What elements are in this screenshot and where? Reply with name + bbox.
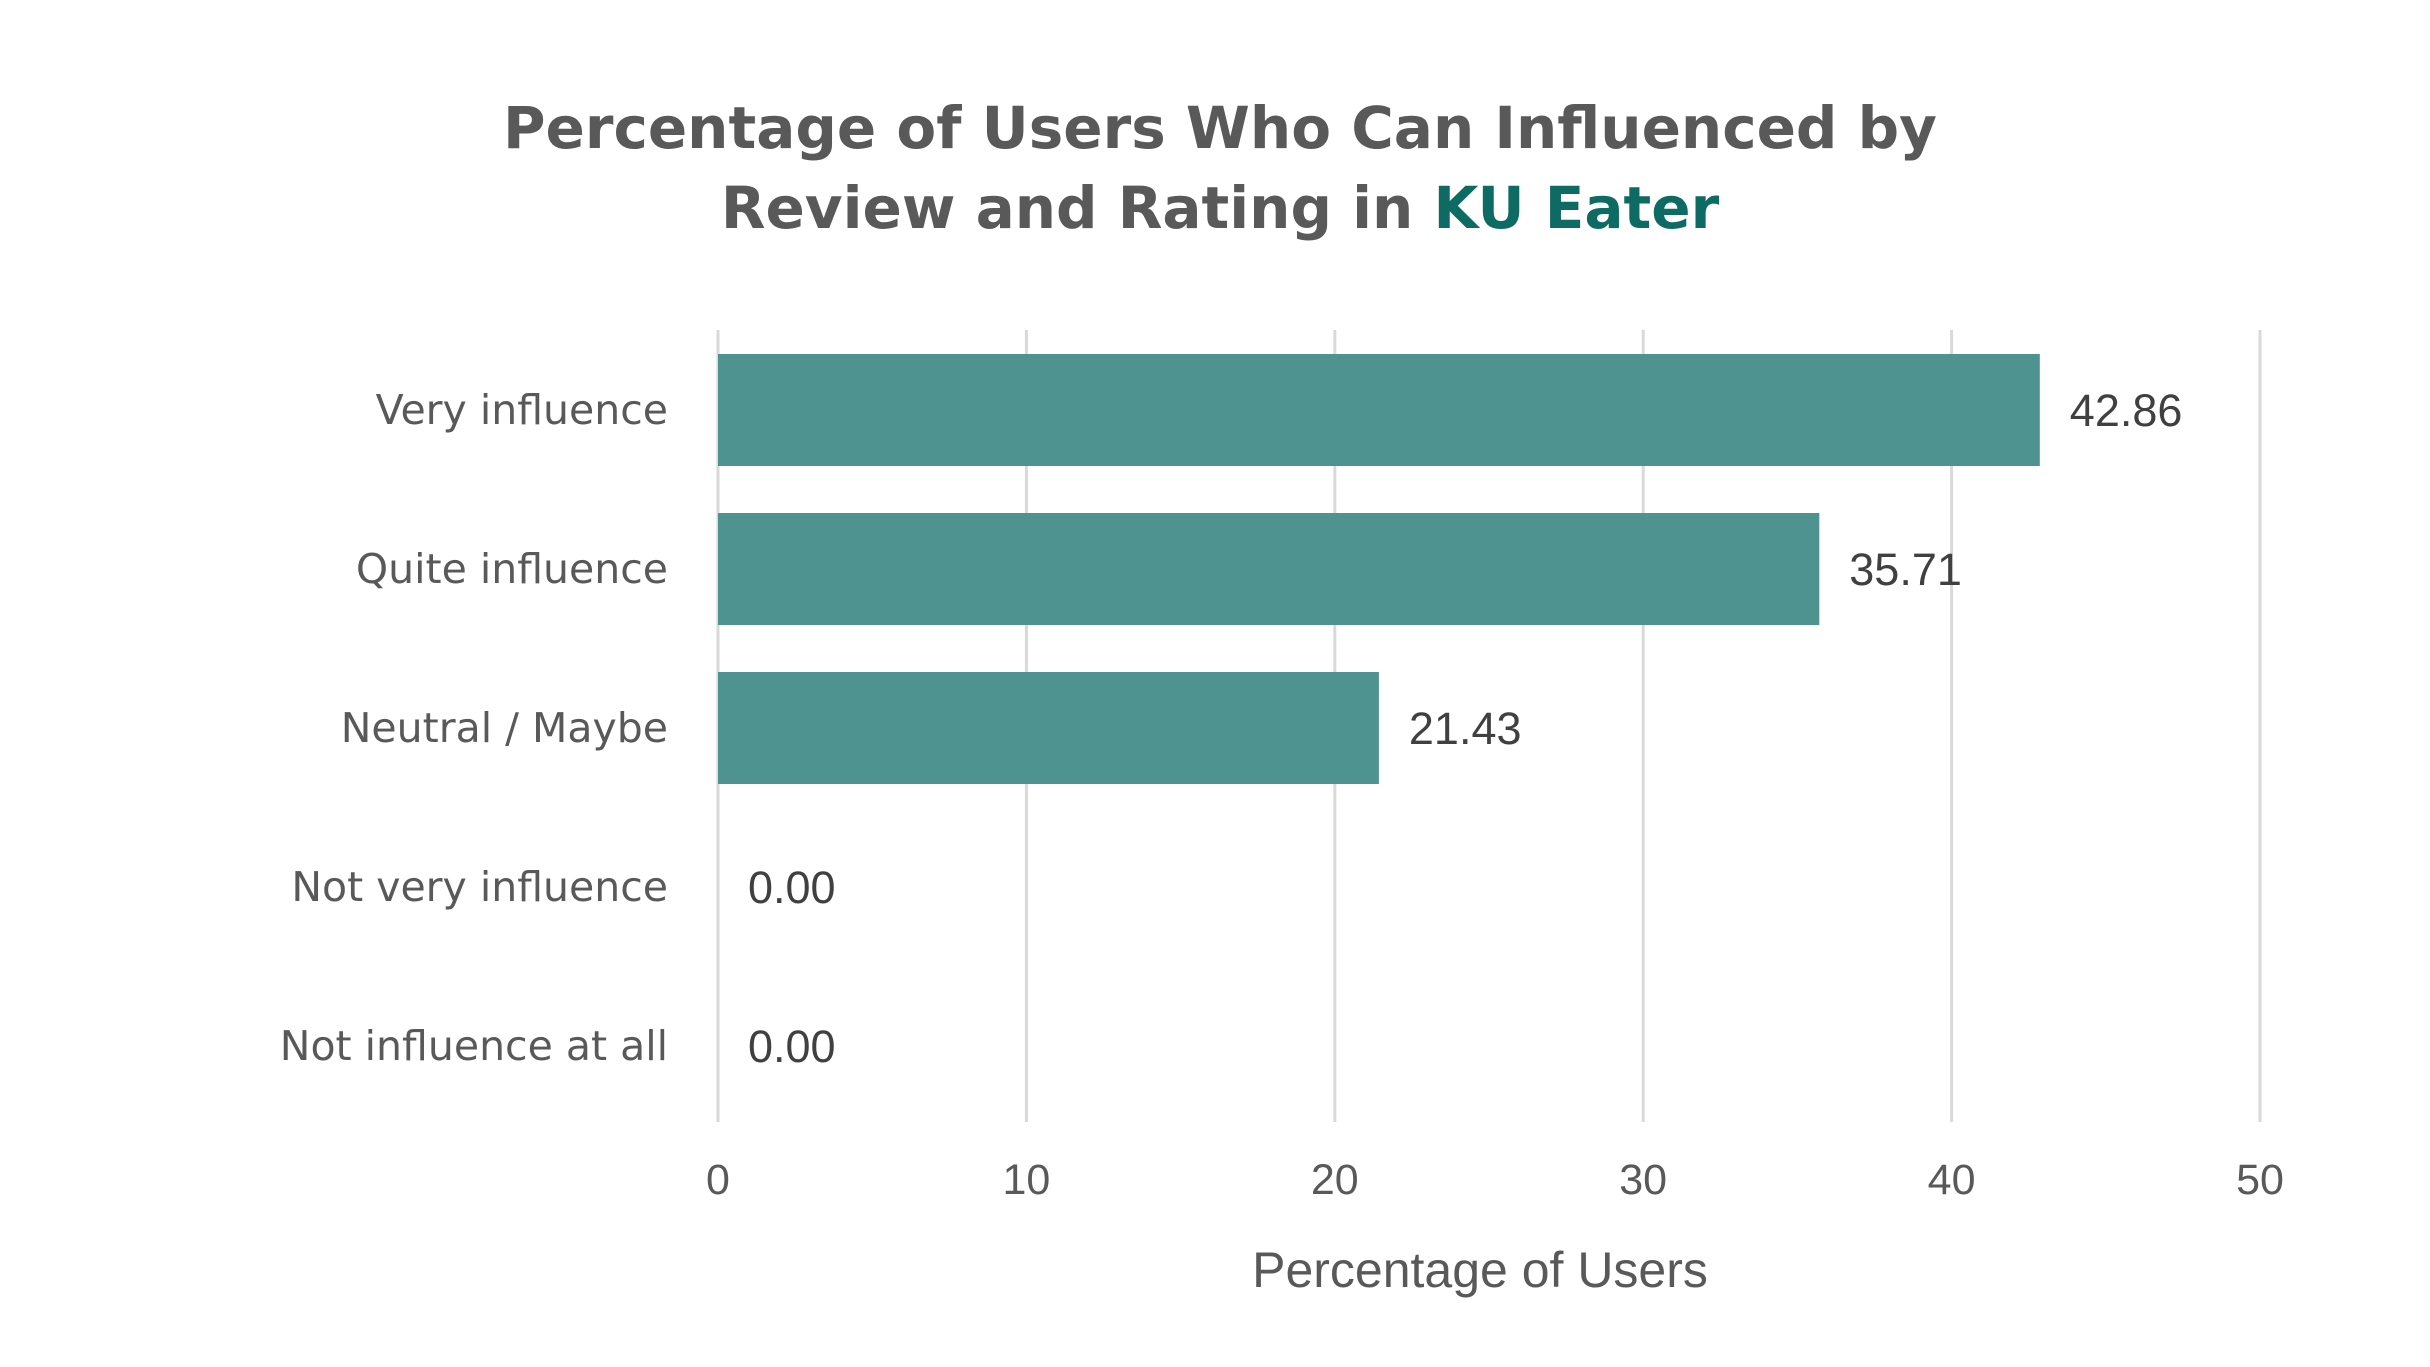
data-label: 0.00 (748, 862, 836, 913)
chart-title: Percentage of Users Who Can Influenced b… (503, 94, 1937, 242)
chart-title-line-1: Review and Rating in KU Eater (721, 174, 1720, 242)
category-labels: Very influence Quite influence Neutral / M… (280, 386, 668, 1070)
bar-1 (718, 513, 1820, 625)
x-tick-label: 30 (1619, 1156, 1667, 1204)
chart-title-text: Review and Rating in (721, 174, 1434, 242)
x-tick-labels: 0 10 20 30 40 50 (706, 1156, 2284, 1204)
data-label: 0.00 (748, 1021, 836, 1072)
value-labels: 42.86 35.71 21.43 0.00 0.00 (748, 385, 2182, 1072)
category-label: Very influence (376, 386, 668, 434)
chart-title-line-0: Percentage of Users Who Can Influenced b… (503, 94, 1937, 162)
x-tick-label: 10 (1002, 1156, 1050, 1204)
category-label: Quite influence (356, 545, 668, 593)
category-label: Not influence at all (280, 1022, 668, 1070)
x-tick-label: 50 (2236, 1156, 2284, 1204)
data-label: 21.43 (1409, 703, 1522, 754)
bar-0 (718, 354, 2040, 466)
x-tick-label: 20 (1311, 1156, 1359, 1204)
bars (718, 354, 2040, 784)
data-label: 42.86 (2070, 385, 2183, 436)
chart-title-text: Percentage of Users Who Can Influenced b… (503, 94, 1937, 162)
chart-title-accent: KU Eater (1434, 174, 1720, 242)
x-tick-label: 0 (706, 1156, 730, 1204)
data-label: 35.71 (1849, 544, 1962, 595)
x-axis-title: Percentage of Users (1252, 1242, 1708, 1298)
category-label: Not very influence (291, 863, 668, 911)
category-label: Neutral / Maybe (341, 704, 668, 752)
bar-2 (718, 672, 1379, 784)
x-tick-label: 40 (1928, 1156, 1976, 1204)
